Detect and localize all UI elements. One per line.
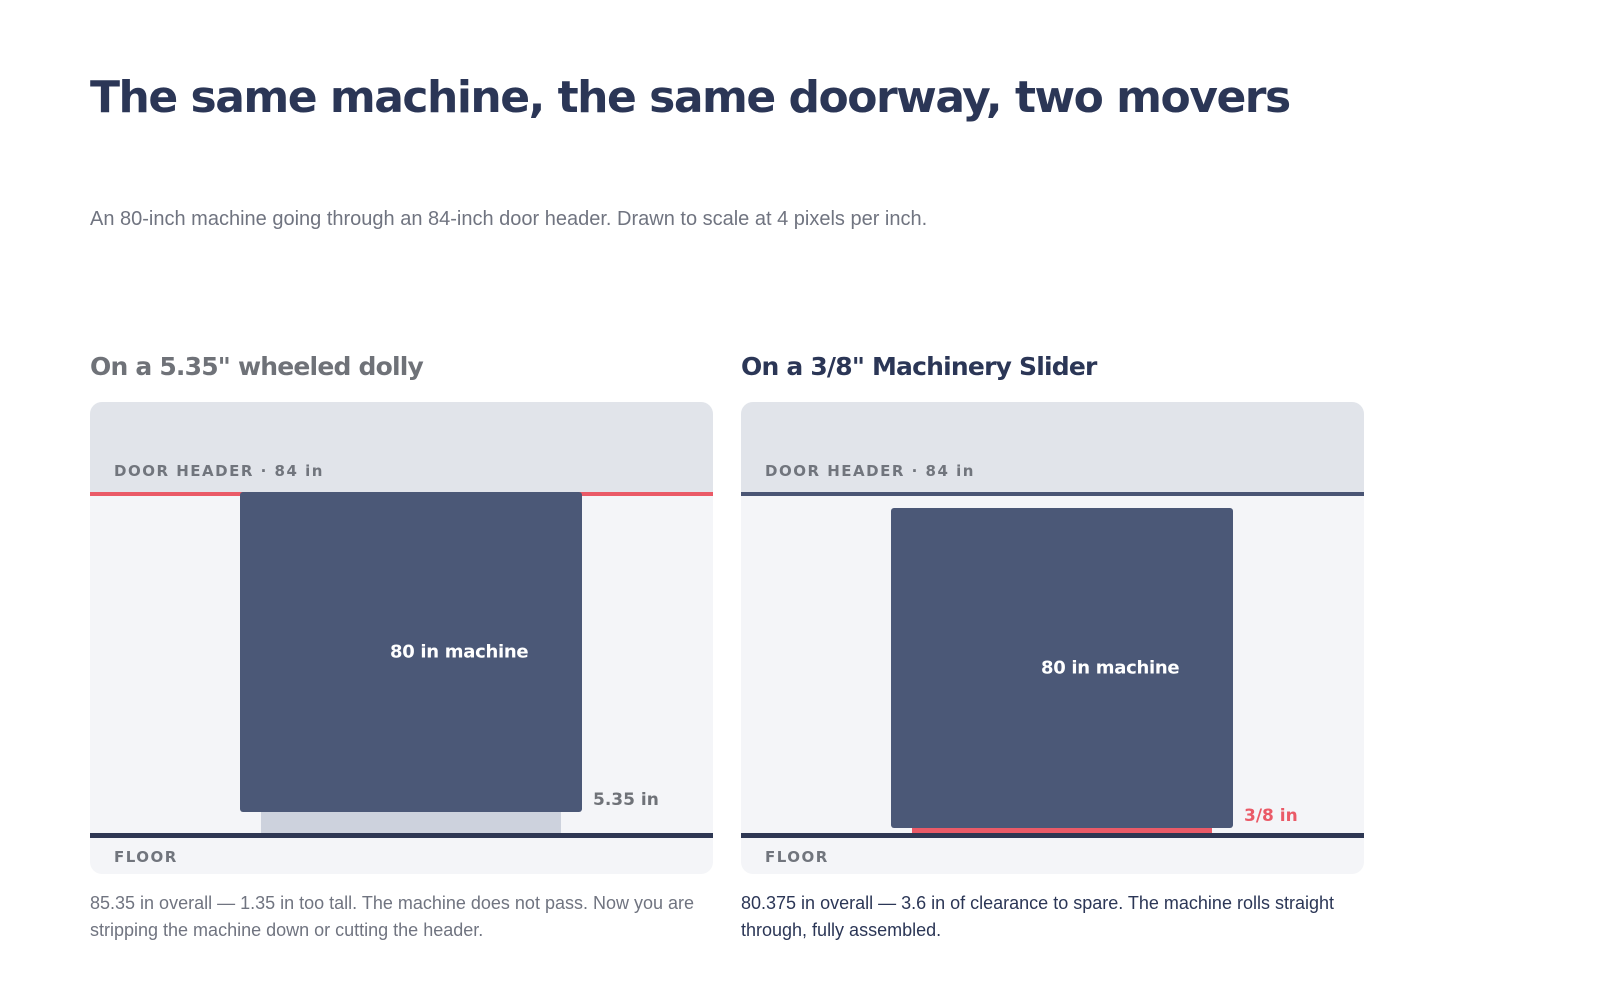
machine-block: 80 in machine — [891, 508, 1233, 828]
machine-block: 80 in machine — [240, 491, 582, 812]
floor-label: FLOOR — [114, 848, 178, 866]
dolly-base — [261, 811, 561, 833]
panel-caption: 80.375 in overall — 3.6 in of clearance … — [741, 893, 1334, 940]
page-subtitle: An 80-inch machine going through an 84-i… — [90, 208, 928, 230]
base-height-label: 3/8 in — [1244, 806, 1298, 826]
door-header-label: DOOR HEADER · 84 in — [765, 462, 975, 480]
slider-base — [912, 828, 1212, 833]
door-header-label: DOOR HEADER · 84 in — [114, 462, 324, 480]
doorway-diagram: DOOR HEADER · 84 in 80 in machine 3/8 in… — [741, 402, 1364, 874]
floor-line — [741, 833, 1364, 838]
door-header-zone — [741, 402, 1364, 494]
page-title: The same machine, the same doorway, two … — [90, 72, 1291, 123]
base-height-label: 5.35 in — [593, 789, 659, 810]
floor-line — [90, 833, 713, 838]
floor-label: FLOOR — [765, 848, 829, 866]
machine-label: 80 in machine — [1041, 657, 1180, 679]
door-header-zone — [90, 402, 713, 494]
doorway-diagram: DOOR HEADER · 84 in 80 in machine 5.35 i… — [90, 402, 713, 874]
machine-label: 80 in machine — [390, 641, 529, 663]
panel-caption: 85.35 in overall — 1.35 in too tall. The… — [90, 893, 695, 940]
panel-title: On a 3/8" Machinery Slider — [741, 352, 1097, 381]
door-header-line — [741, 492, 1364, 496]
panel-title: On a 5.35" wheeled dolly — [90, 352, 424, 381]
